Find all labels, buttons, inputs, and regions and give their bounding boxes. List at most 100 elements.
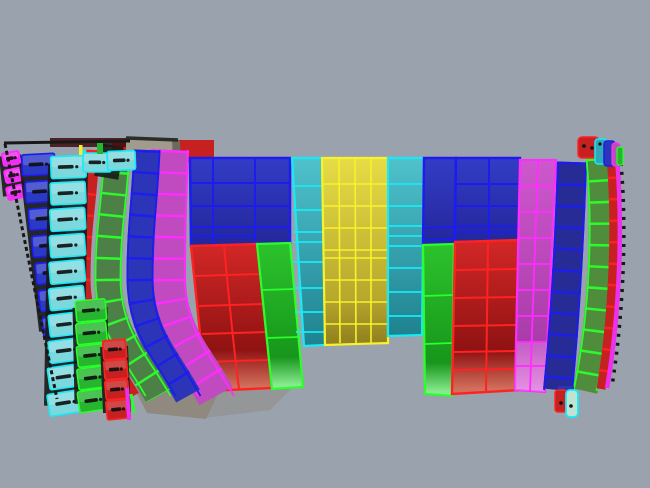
plate[interactable] [76, 387, 111, 414]
right-green-grid-strake-edge [572, 157, 591, 392]
plate[interactable] [103, 378, 130, 401]
blue-grid-strake-edge [126, 149, 177, 397]
plate[interactable] [74, 298, 108, 323]
fan-edges [3, 139, 131, 400]
red-plate-column[interactable] [100, 338, 132, 421]
blue-block-left[interactable] [188, 156, 292, 248]
cyan-plate-column[interactable] [44, 154, 88, 417]
blue-block-right[interactable] [453, 156, 522, 244]
plate[interactable] [49, 154, 87, 180]
plate-label-mark [57, 164, 74, 169]
plate-label-mark [84, 397, 98, 404]
plate[interactable] [49, 180, 87, 206]
right-blue-grid-strake[interactable] [543, 161, 587, 392]
olive-grid-strake-edge [119, 149, 172, 397]
right-red-strake[interactable] [596, 154, 619, 390]
teal-column-right[interactable] [386, 156, 426, 338]
plate[interactable] [48, 258, 87, 285]
plate-sheen [50, 208, 85, 221]
tab-light[interactable] [565, 389, 579, 418]
left-fan-group[interactable] [0, 143, 137, 421]
top-right-tabs[interactable] [577, 136, 624, 167]
plate-label-mark [56, 269, 73, 275]
plate-label-dot [97, 353, 101, 357]
plate-label-mark [55, 374, 72, 380]
plate-sheen [51, 182, 85, 194]
blue-block-left-face [188, 156, 292, 248]
right-magenta-sliver[interactable] [604, 156, 623, 389]
right-magenta-sliver-band [604, 156, 623, 389]
red-grid-left-grid [194, 244, 270, 390]
red-grid-right[interactable] [450, 238, 522, 396]
blue-column-right1[interactable] [421, 156, 458, 247]
plate-label-mark [82, 330, 97, 336]
bottom-left-tips [125, 387, 136, 421]
plate-label-mark [88, 160, 102, 165]
plate[interactable] [47, 284, 87, 312]
plate[interactable] [1, 150, 22, 167]
green-plate-column[interactable] [72, 298, 111, 414]
plate-label-dot [75, 165, 79, 169]
tab-dot [590, 146, 594, 150]
green-strip-left[interactable] [255, 241, 305, 391]
plate-label-mark [109, 387, 121, 392]
right-dark-edge-band [610, 162, 626, 387]
plate[interactable] [101, 338, 128, 361]
plate-label-dot [97, 330, 101, 334]
magenta-grid-strake-edge [184, 149, 235, 397]
panel-blocks[interactable] [188, 156, 558, 398]
plate-label-mark [55, 347, 72, 354]
plate-sheen [108, 151, 135, 161]
plate-sheen [22, 154, 54, 166]
plate[interactable] [104, 398, 132, 421]
plate[interactable] [74, 320, 109, 346]
plate-label-mark [83, 375, 98, 381]
plate-label-dot [44, 162, 49, 166]
blue-column-right1-grid [423, 226, 456, 241]
plate[interactable] [48, 206, 87, 233]
plate-label-mark [57, 191, 74, 196]
red-grid-right-grid [451, 240, 521, 393]
right-dark-edge[interactable] [610, 162, 626, 387]
plate-label-mark [112, 158, 126, 163]
curved-strakes-group[interactable] [72, 149, 626, 406]
cyan-top-plates[interactable] [82, 143, 137, 180]
plate-label-dot [17, 189, 22, 194]
plate[interactable] [102, 358, 129, 381]
plate-label-mark [56, 321, 72, 327]
plate-label-mark [28, 162, 44, 167]
plate-label-dot [73, 269, 78, 273]
tab-dot [582, 144, 586, 148]
plate-label-mark [108, 367, 120, 372]
plate-label-dot [121, 407, 126, 411]
plate[interactable] [106, 149, 137, 172]
magenta-column-sheen [515, 342, 549, 392]
plate-label-dot [96, 308, 100, 312]
green-tab[interactable] [616, 146, 624, 166]
green-strip-left-face [255, 241, 305, 391]
plate-sheen [51, 156, 85, 168]
magenta-column-right[interactable] [513, 158, 558, 394]
blue-grid-strake[interactable] [126, 149, 202, 403]
teal-column-left[interactable] [290, 156, 327, 348]
green-sliver-top [97, 143, 103, 154]
tab-dot [598, 142, 602, 146]
plate-label-mark [55, 400, 71, 406]
green-strip-right[interactable] [421, 242, 456, 398]
plate-label-dot [98, 397, 103, 401]
green-strip-left-grid [260, 288, 300, 339]
fan-top-edge [3, 139, 131, 145]
bottom-right-tab[interactable] [554, 386, 579, 418]
green-strip-right-grid [423, 294, 454, 345]
plate-label-mark [83, 353, 97, 358]
plate[interactable] [20, 152, 57, 177]
plate[interactable] [48, 232, 87, 259]
plate-label-mark [32, 189, 47, 194]
yellow-grid-center[interactable] [320, 156, 390, 347]
plate-label-dot [118, 347, 122, 351]
yellow-sliver [79, 145, 83, 155]
blue-block-left-grid [190, 158, 290, 245]
green-strip-right-face [421, 242, 456, 398]
